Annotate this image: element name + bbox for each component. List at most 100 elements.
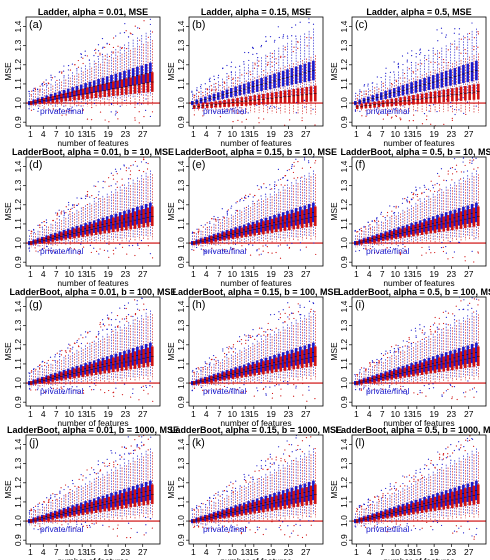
- outlier-final: [314, 162, 316, 164]
- outlier-final: [400, 385, 402, 387]
- outlier-final: [297, 177, 299, 179]
- outlier-private: [303, 157, 306, 159]
- outlier-private: [199, 85, 202, 88]
- legend-separator: /: [66, 246, 69, 256]
- outlier-final: [284, 56, 286, 58]
- y-tick-label: 1.4: [339, 20, 349, 32]
- outlier-final: [108, 526, 110, 528]
- legend-separator: /: [229, 246, 232, 256]
- outlier-private: [76, 386, 78, 388]
- outlier-final: [297, 534, 299, 536]
- outlier-private: [110, 111, 112, 113]
- outlier-private: [239, 527, 242, 530]
- outlier-private: [424, 332, 426, 334]
- outlier-private: [213, 389, 215, 391]
- x-tick-label: 15: [412, 547, 422, 557]
- outlier-private: [354, 525, 356, 527]
- outlier-final: [254, 62, 256, 64]
- outlier-private: [213, 494, 215, 496]
- outlier-final: [100, 389, 102, 391]
- x-tick-label: 27: [301, 129, 311, 139]
- x-tick-label: 27: [464, 409, 474, 419]
- outlier-final: [433, 322, 436, 324]
- outlier-private: [209, 251, 211, 253]
- outlier-private: [231, 490, 233, 492]
- outlier-private: [97, 463, 99, 466]
- outlier-private: [432, 529, 434, 531]
- outlier-final: [369, 364, 371, 366]
- outlier-final: [438, 184, 441, 186]
- legend-separator: /: [66, 386, 69, 396]
- outlier-private: [123, 458, 125, 460]
- outlier-final: [202, 115, 204, 117]
- outlier-private: [222, 350, 224, 352]
- outlier-final: [151, 527, 153, 529]
- outlier-private: [471, 388, 474, 390]
- outlier-final: [447, 258, 449, 260]
- outlier-final: [228, 484, 230, 486]
- x-axis-label: number of features: [220, 556, 291, 560]
- outlier-private: [445, 448, 447, 450]
- outlier-private: [132, 33, 134, 36]
- outlier-private: [269, 466, 271, 468]
- outlier-private: [304, 106, 306, 108]
- outlier-final: [245, 194, 247, 196]
- outlier-private: [428, 110, 430, 112]
- outlier-final: [138, 435, 140, 437]
- panel-l: LadderBoot, alpha = 0.5, b = 1000, MSE(l…: [329, 425, 490, 560]
- outlier-final: [103, 249, 106, 251]
- outlier-private: [80, 53, 82, 55]
- outlier-private: [264, 193, 267, 195]
- x-tick-label: 4: [41, 547, 46, 557]
- outlier-private: [115, 460, 117, 462]
- outlier-private: [450, 101, 452, 104]
- outlier-final: [52, 219, 54, 222]
- outlier-final: [447, 388, 449, 391]
- x-tick-label: 7: [380, 547, 385, 557]
- outlier-private: [295, 437, 297, 439]
- outlier-final: [361, 115, 363, 117]
- outlier-final: [473, 261, 475, 263]
- outlier-private: [380, 76, 382, 79]
- outlier-final: [202, 389, 204, 391]
- outlier-final: [34, 370, 36, 372]
- x-tick-label: 13: [77, 129, 87, 139]
- outlier-private: [115, 183, 117, 185]
- outlier-private: [115, 35, 117, 37]
- outlier-private: [463, 112, 465, 114]
- y-tick-label: 1.0: [176, 377, 186, 389]
- x-tick-label: 27: [464, 547, 474, 557]
- outlier-private: [389, 110, 391, 112]
- x-tick-label: 13: [77, 409, 87, 419]
- outlier-final: [391, 215, 393, 217]
- outlier-private: [247, 52, 250, 54]
- outlier-final: [451, 43, 453, 45]
- outlier-final: [258, 327, 261, 329]
- outlier-final: [477, 167, 479, 169]
- outlier-private: [115, 112, 117, 114]
- x-tick-label: 15: [249, 269, 259, 279]
- outlier-final: [391, 488, 393, 490]
- outlier-private: [230, 530, 232, 532]
- outlier-final: [241, 245, 243, 247]
- y-axis-label: MSE: [3, 62, 13, 81]
- outlier-final: [103, 462, 105, 464]
- outlier-final: [374, 221, 376, 223]
- outlier-private: [449, 167, 452, 169]
- y-tick-label: 0.9: [13, 256, 23, 268]
- outlier-private: [463, 446, 465, 448]
- outlier-final: [284, 184, 286, 186]
- y-tick-label: 1.4: [13, 300, 23, 312]
- outlier-private: [107, 250, 109, 252]
- outlier-private: [50, 386, 52, 388]
- y-tick-label: 0.9: [176, 396, 186, 408]
- outlier-private: [141, 436, 143, 438]
- outlier-private: [260, 187, 263, 189]
- outlier-private: [32, 506, 35, 509]
- legend-final: final: [68, 524, 84, 534]
- x-axis-label: number of features: [57, 418, 128, 428]
- outlier-private: [252, 47, 254, 49]
- outlier-final: [263, 331, 265, 333]
- outlier-private: [393, 61, 395, 63]
- outlier-private: [376, 495, 378, 497]
